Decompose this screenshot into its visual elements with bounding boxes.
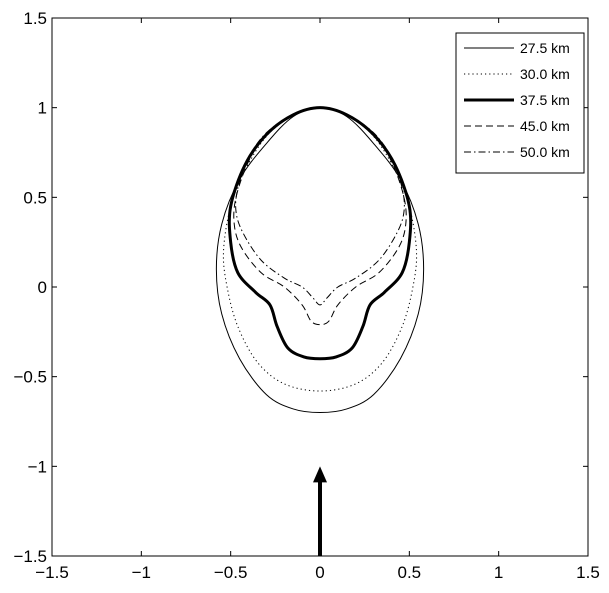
legend-box: [455, 32, 585, 174]
x-tick-label: 0.5: [398, 563, 422, 582]
y-tick-label: 0.5: [23, 188, 47, 207]
y-tick-label: −0.5: [13, 368, 47, 387]
series-line-3: [227, 106, 413, 361]
legend-label: 50.0 km: [520, 144, 570, 160]
y-tick-label: −1: [28, 457, 47, 476]
y-tick-label: 0: [38, 278, 47, 297]
x-tick-label: −1: [132, 563, 151, 582]
series-line-5: [235, 107, 405, 306]
x-tick-label: −0.5: [214, 563, 248, 582]
series-line-4: [233, 107, 407, 326]
legend-label: 30.0 km: [520, 66, 570, 82]
legend-label: 27.5 km: [520, 40, 570, 56]
legend-label: 37.5 km: [520, 92, 570, 108]
x-tick-label: 1.5: [576, 563, 600, 582]
arrow-head: [313, 466, 327, 483]
legend: 27.5 km 30.0 km 37.5 km 45.0 km 50.0 km: [455, 32, 585, 174]
x-tick-label: 1: [494, 563, 503, 582]
x-tick-label: −1.5: [35, 563, 69, 582]
legend-label: 45.0 km: [520, 118, 570, 134]
ticks-layer: −1.5 −1 −0.5 0 0.5 1 1.5 −1.5 −1 −0.5 0 0.5 1 1.5: [13, 9, 599, 582]
arrow-layer: [313, 466, 327, 556]
x-tick-label: 0: [315, 563, 324, 582]
y-tick-label: −1.5: [13, 547, 47, 566]
series-line-1: [215, 107, 425, 414]
y-tick-label: 1.5: [23, 9, 47, 28]
y-tick-label: 1: [38, 99, 47, 118]
series-layer: [215, 106, 425, 414]
